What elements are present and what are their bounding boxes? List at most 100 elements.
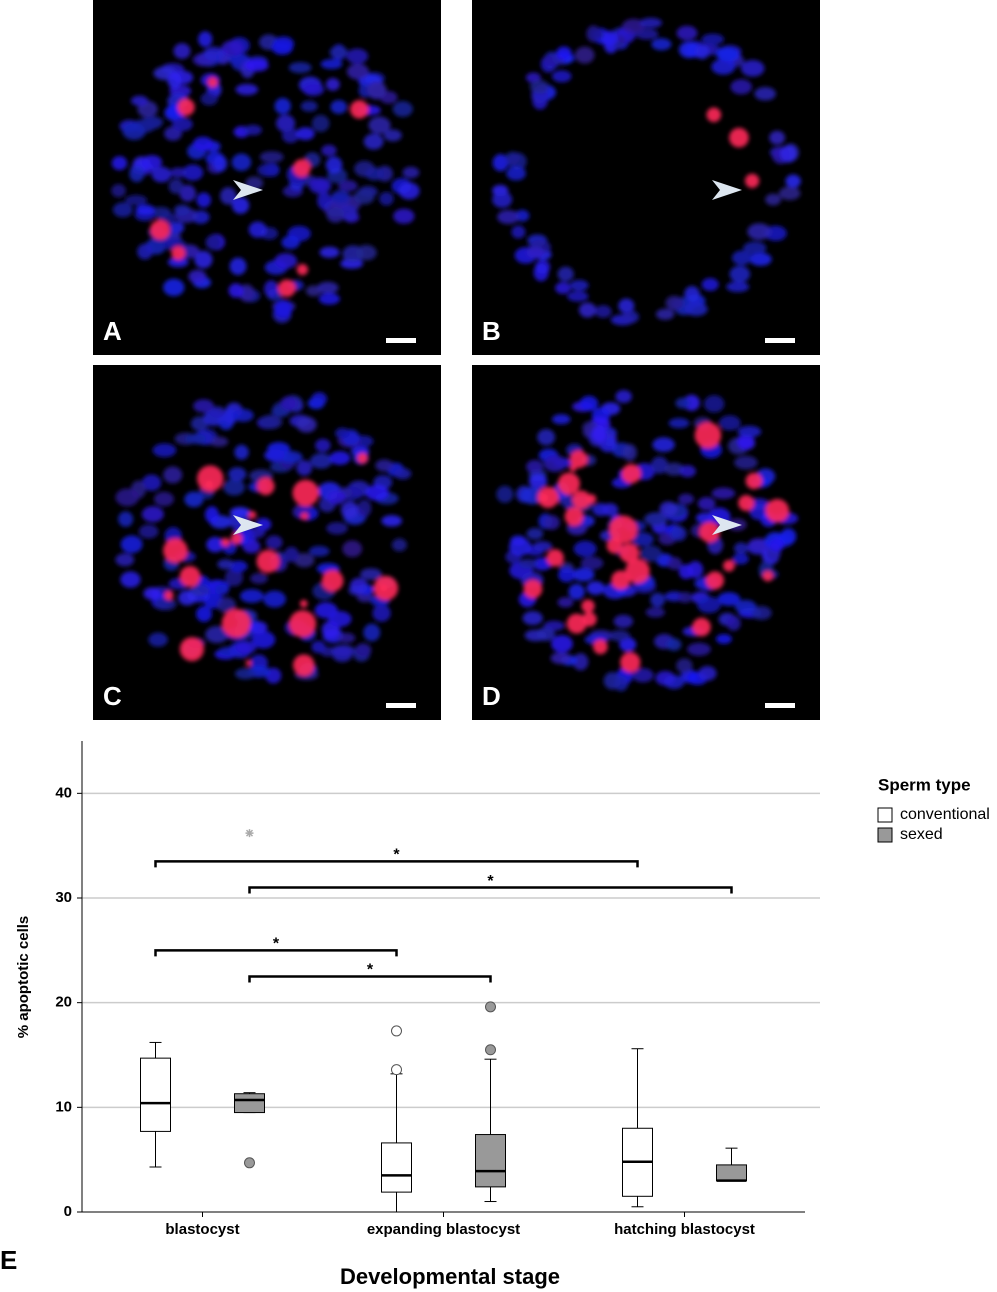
nucleus xyxy=(264,449,285,462)
nucleus xyxy=(532,541,553,552)
legend-label: conventional xyxy=(900,806,990,823)
nucleus xyxy=(311,114,330,132)
nucleus xyxy=(601,30,618,47)
nucleus xyxy=(573,540,597,557)
apoptotic-cell xyxy=(621,464,641,484)
nucleus xyxy=(651,38,672,51)
apoptotic-cell xyxy=(245,660,252,667)
nucleus xyxy=(244,59,269,72)
apoptotic-cell xyxy=(150,219,170,240)
nucleus xyxy=(112,202,133,218)
nucleus xyxy=(375,459,394,472)
nuclei xyxy=(496,389,799,692)
nucleus xyxy=(667,556,682,570)
nucleus xyxy=(536,627,556,641)
y-axis-label: % apoptotic cells xyxy=(15,916,32,1039)
nucleus xyxy=(327,490,346,505)
nucleus xyxy=(319,246,340,258)
nucleus xyxy=(172,117,193,132)
nucleus xyxy=(522,611,543,626)
nucleus xyxy=(321,144,337,157)
nuclei xyxy=(492,17,801,326)
nucleus xyxy=(751,605,772,620)
nucleus xyxy=(124,194,148,206)
nucleus xyxy=(118,511,134,527)
nucleus xyxy=(650,592,666,608)
outlier xyxy=(485,1044,496,1056)
nucleus xyxy=(206,536,225,553)
apoptotic-cell xyxy=(221,608,251,638)
nucleus xyxy=(279,450,303,464)
apoptotic-cell xyxy=(292,479,319,507)
nucleus xyxy=(296,127,315,141)
micrograph: A xyxy=(93,0,441,355)
nucleus xyxy=(717,592,741,606)
nucleus xyxy=(701,278,719,291)
nucleus xyxy=(342,540,363,558)
nucleus xyxy=(678,493,694,505)
nucleus xyxy=(365,167,385,181)
nucleus xyxy=(228,283,244,298)
nucleus xyxy=(578,302,597,318)
nucleus xyxy=(153,491,175,507)
outlier xyxy=(391,1025,402,1037)
apoptotic-cell xyxy=(207,76,218,88)
nucleus xyxy=(217,559,234,570)
nucleus xyxy=(224,568,244,587)
apoptotic-cell xyxy=(620,652,641,673)
x-axis-label: Developmental stage xyxy=(340,1264,560,1289)
nucleus xyxy=(557,266,574,282)
nucleus xyxy=(670,526,687,542)
nucleus xyxy=(168,178,184,194)
nucleus xyxy=(184,491,204,508)
nucleus xyxy=(257,163,279,177)
nucleus xyxy=(318,293,340,305)
apoptotic-cell xyxy=(296,263,309,276)
nucleus xyxy=(178,590,197,606)
nucleus xyxy=(111,183,126,198)
apoptotic-cell xyxy=(537,486,559,509)
apoptotic-cell xyxy=(729,127,749,148)
nucleus xyxy=(769,130,786,145)
apoptotic-cell xyxy=(738,494,755,511)
nucleus xyxy=(328,610,352,627)
nucleus xyxy=(281,235,300,250)
outlier xyxy=(244,1157,255,1169)
legend-title: Sperm type xyxy=(878,775,971,794)
apoptotic-cell xyxy=(179,637,204,662)
scale-bar xyxy=(765,338,795,343)
nucleus xyxy=(360,568,382,581)
nucleus xyxy=(677,591,693,603)
nucleus xyxy=(137,243,153,260)
apoptotic-cell xyxy=(557,472,581,495)
nucleus xyxy=(732,553,749,565)
nucleus xyxy=(697,596,721,614)
nucleus xyxy=(715,47,739,61)
nucleus xyxy=(394,467,412,480)
apoptotic-cell xyxy=(625,558,650,584)
nucleus xyxy=(192,136,214,152)
nucleus xyxy=(284,546,299,563)
nucleus xyxy=(194,250,213,269)
nuclei xyxy=(115,392,412,684)
nucleus xyxy=(309,453,333,469)
nucleus xyxy=(780,145,797,163)
nucleus xyxy=(729,265,751,283)
nucleus xyxy=(174,204,191,216)
nucleus xyxy=(668,418,690,429)
micrograph-bg xyxy=(472,0,820,355)
nucleus xyxy=(365,484,389,501)
nucleus xyxy=(205,626,229,644)
nucleus xyxy=(391,538,407,552)
nucleus xyxy=(349,577,368,594)
nucleus xyxy=(568,583,585,600)
nucleus xyxy=(182,164,204,181)
nucleus xyxy=(179,184,196,202)
nucleus xyxy=(308,545,330,557)
significance-label: * xyxy=(487,873,494,890)
outlier xyxy=(391,1064,402,1076)
apoptotic-cell xyxy=(546,549,564,567)
nucleus xyxy=(589,28,604,40)
nucleus xyxy=(317,281,339,294)
nucleus xyxy=(664,462,685,476)
